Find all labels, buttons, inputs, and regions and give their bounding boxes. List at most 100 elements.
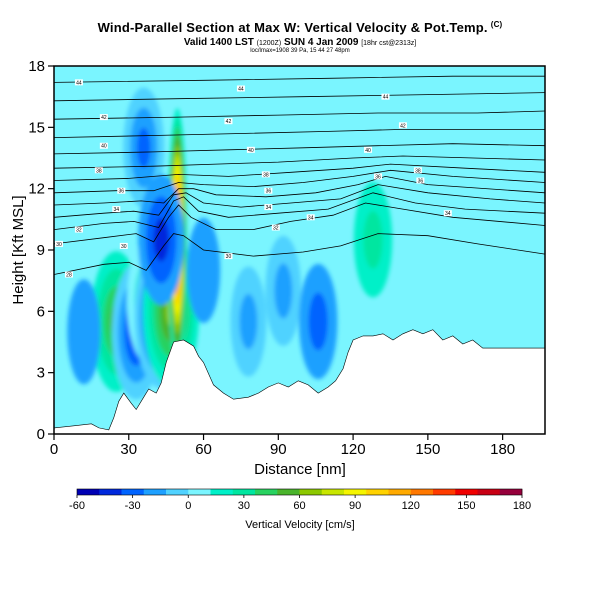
colorbar-swatch-3: [143, 489, 167, 495]
isentrope-label-text-13: 36: [266, 189, 272, 195]
colorbar-tick-label-1: -30: [125, 500, 141, 512]
isentrope-3: [54, 184, 545, 218]
isentrope-label-text-6: 40: [101, 144, 107, 150]
colorbar-swatch-0: [77, 489, 100, 495]
isentrope-label-14: 36: [374, 173, 383, 180]
isentrope-label-8: 40: [364, 146, 373, 154]
isentrope-label-text-19: 34: [445, 211, 451, 217]
isentrope-8: [54, 143, 545, 155]
isentrope-5: [54, 169, 545, 194]
colorbar-swatch-19: [499, 489, 523, 495]
y-axis: 0 3 6 9 12 15 18: [28, 58, 54, 443]
chart-title: Wind-Parallel Section at Max W: Vertical…: [97, 20, 503, 35]
isentrope-label-text-0: 44: [76, 80, 82, 86]
colorbar-tick-label-3: 30: [238, 500, 250, 512]
isentrope-label-text-7: 40: [248, 148, 254, 154]
isentrope-label-text-22: 30: [56, 242, 62, 248]
isentrope-label-19: 34: [443, 210, 452, 217]
w-cell-12: [67, 279, 101, 385]
isentrope-label-text-18: 34: [308, 215, 314, 221]
isentrope-label-text-24: 30: [226, 254, 232, 260]
x-axis-label: Distance [nm]: [254, 461, 346, 478]
w-cell-6: [136, 127, 151, 168]
chart-valid-line: Valid 1400 LST (1200Z) SUN 4 Jan 2009 [1…: [183, 37, 417, 48]
isentrope-label-10: 38: [261, 171, 270, 178]
isentrope-label-text-2: 44: [383, 95, 389, 101]
colorbar-tick-label-6: 120: [402, 500, 420, 512]
colorbar-swatch-9: [277, 489, 300, 495]
colorbar-swatch-14: [388, 489, 412, 495]
x-tick-label-6: 180: [490, 441, 515, 458]
colorbar-swatch-7: [232, 489, 256, 495]
isentrope-label-text-3: 42: [101, 115, 107, 121]
isentrope-label-text-21: 32: [273, 226, 279, 232]
isentrope-label-text-15: 36: [418, 178, 424, 184]
colorbar-tick-label-0: -60: [69, 500, 85, 512]
isentrope-label-text-14: 36: [375, 174, 381, 180]
isentrope-10: [54, 110, 545, 120]
y-tick-label-0: 0: [37, 426, 45, 443]
isentrope-label-text-17: 34: [266, 205, 272, 211]
x-tick-label-4: 120: [341, 441, 366, 458]
isentrope-9: [54, 129, 545, 138]
isentrope-label-18: 34: [306, 214, 315, 221]
y-tick-label-6: 18: [28, 58, 45, 75]
colorbar-swatch-4: [166, 489, 189, 495]
isentrope-label-2: 44: [381, 93, 390, 101]
colorbar-swatch-15: [410, 489, 434, 495]
colorbar-swatch-17: [455, 489, 478, 495]
colorbar-swatch-5: [188, 489, 211, 495]
isentrope-label-text-10: 38: [263, 172, 269, 178]
isentrope-label-text-5: 42: [400, 123, 406, 129]
isentrope-label-17: 34: [264, 204, 273, 211]
isentrope-label-12: 36: [117, 187, 126, 195]
w-cell-7: [153, 218, 169, 262]
isentrope-label-20: 32: [74, 226, 83, 234]
isentrope-label-0: 44: [74, 79, 83, 86]
isentrope-label-7: 40: [246, 146, 255, 154]
isentrope-label-22: 30: [54, 240, 63, 248]
isentrope-4: [54, 175, 545, 206]
terrain-area: [54, 329, 545, 434]
colorbar: -60 -30 0 30 60 90 120 150 180: [69, 488, 531, 512]
isentrope-6: [54, 163, 545, 181]
colorbar-swatch-8: [255, 489, 278, 495]
colorbar-tick-label-8: 180: [513, 500, 531, 512]
isentrope-2: [54, 192, 545, 230]
isentrope-label-5: 42: [398, 122, 407, 129]
isentrope-label-13: 36: [264, 187, 273, 195]
isentrope-12: [54, 75, 545, 83]
w-cell-11: [363, 210, 383, 269]
isentrope-label-text-9: 38: [96, 168, 102, 174]
x-tick-label-0: 0: [50, 441, 58, 458]
colorbar-swatch-2: [121, 489, 145, 495]
y-axis-label: Height [Kft MSL]: [10, 195, 27, 304]
w-cell-8: [239, 294, 258, 350]
isentrope-label-24: 30: [224, 253, 233, 260]
isentrope-labels: 44 44 44 42 42 42 40 40 40 38 38 38 36 36 36 36 34 34 34 34…: [54, 79, 452, 279]
isentrope-label-text-25: 28: [66, 273, 72, 279]
colorbar-swatch-10: [299, 489, 323, 495]
isentrope-label-text-11: 38: [415, 168, 421, 174]
isentrope-label-3: 42: [99, 114, 108, 121]
x-tick-label-1: 30: [120, 441, 137, 458]
y-tick-label-3: 9: [37, 242, 45, 259]
colorbar-swatch-11: [321, 489, 345, 495]
isentrope-label-25: 28: [64, 271, 73, 279]
isentrope-label-text-8: 40: [365, 148, 371, 154]
isentrope-7: [54, 155, 545, 169]
isentrope-label-text-20: 32: [76, 228, 82, 234]
colorbar-swatch-12: [344, 489, 367, 495]
isentrope-label-9: 38: [94, 167, 103, 174]
isentrope-label-1: 44: [236, 85, 245, 92]
colorbar-swatch-13: [366, 489, 389, 495]
w-cell-13: [186, 217, 221, 323]
isentrope-11: [54, 92, 545, 102]
w-cell-10: [308, 292, 328, 351]
w-cell-9: [274, 263, 293, 319]
colorbar-tick-label-5: 90: [349, 500, 361, 512]
y-tick-label-4: 12: [28, 181, 45, 198]
isentrope-1: [54, 202, 545, 245]
isentrope-label-6: 40: [99, 142, 108, 150]
potential-temperature-contours: [54, 75, 545, 275]
